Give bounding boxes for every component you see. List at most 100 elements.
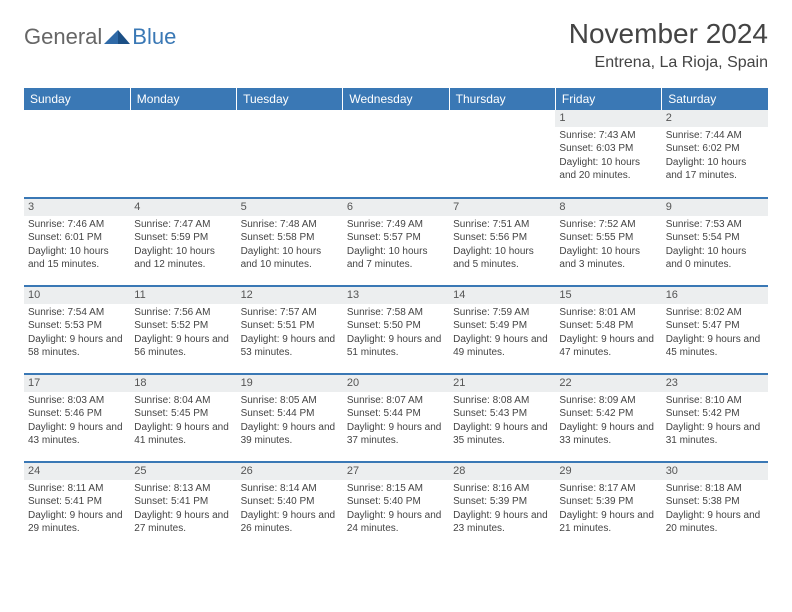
logo-text-blue: Blue xyxy=(132,24,176,50)
day-number: 1 xyxy=(555,110,661,127)
daylight-text: Daylight: 10 hours and 0 minutes. xyxy=(666,245,764,272)
day-number: 2 xyxy=(662,110,768,127)
daylight-text: Daylight: 10 hours and 7 minutes. xyxy=(347,245,445,272)
sunrise-text: Sunrise: 7:47 AM xyxy=(134,218,232,232)
daylight-text: Daylight: 9 hours and 47 minutes. xyxy=(559,333,657,360)
daylight-text: Daylight: 10 hours and 12 minutes. xyxy=(134,245,232,272)
calendar-cell: 26Sunrise: 8:14 AMSunset: 5:40 PMDayligh… xyxy=(237,462,343,550)
header: General Blue November 2024 Entrena, La R… xyxy=(24,18,768,72)
daylight-text: Daylight: 9 hours and 23 minutes. xyxy=(453,509,551,536)
daylight-text: Daylight: 9 hours and 27 minutes. xyxy=(134,509,232,536)
calendar-cell: 5Sunrise: 7:48 AMSunset: 5:58 PMDaylight… xyxy=(237,198,343,286)
sunrise-text: Sunrise: 8:10 AM xyxy=(666,394,764,408)
day-header: Wednesday xyxy=(343,88,449,110)
calendar-cell: 17Sunrise: 8:03 AMSunset: 5:46 PMDayligh… xyxy=(24,374,130,462)
day-number: 20 xyxy=(343,375,449,392)
calendar-row: 1Sunrise: 7:43 AMSunset: 6:03 PMDaylight… xyxy=(24,110,768,198)
sunset-text: Sunset: 5:49 PM xyxy=(453,319,551,333)
sunrise-text: Sunrise: 7:51 AM xyxy=(453,218,551,232)
sunset-text: Sunset: 5:56 PM xyxy=(453,231,551,245)
sunrise-text: Sunrise: 7:58 AM xyxy=(347,306,445,320)
day-number: 10 xyxy=(24,287,130,304)
sunset-text: Sunset: 5:39 PM xyxy=(453,495,551,509)
calendar-cell: 2Sunrise: 7:44 AMSunset: 6:02 PMDaylight… xyxy=(662,110,768,198)
sunrise-text: Sunrise: 8:09 AM xyxy=(559,394,657,408)
day-header: Friday xyxy=(555,88,661,110)
daylight-text: Daylight: 10 hours and 20 minutes. xyxy=(559,156,657,183)
logo-text-general: General xyxy=(24,24,102,50)
calendar-cell: 7Sunrise: 7:51 AMSunset: 5:56 PMDaylight… xyxy=(449,198,555,286)
calendar-cell: 13Sunrise: 7:58 AMSunset: 5:50 PMDayligh… xyxy=(343,286,449,374)
day-number xyxy=(24,110,130,127)
day-header: Thursday xyxy=(449,88,555,110)
sunrise-text: Sunrise: 8:01 AM xyxy=(559,306,657,320)
daylight-text: Daylight: 9 hours and 43 minutes. xyxy=(28,421,126,448)
sunrise-text: Sunrise: 7:57 AM xyxy=(241,306,339,320)
daylight-text: Daylight: 9 hours and 31 minutes. xyxy=(666,421,764,448)
calendar-table: Sunday Monday Tuesday Wednesday Thursday… xyxy=(24,88,768,550)
daylight-text: Daylight: 10 hours and 17 minutes. xyxy=(666,156,764,183)
calendar-cell: 4Sunrise: 7:47 AMSunset: 5:59 PMDaylight… xyxy=(130,198,236,286)
calendar-cell: 3Sunrise: 7:46 AMSunset: 6:01 PMDaylight… xyxy=(24,198,130,286)
sunset-text: Sunset: 6:03 PM xyxy=(559,142,657,156)
day-number xyxy=(130,110,236,127)
sunrise-text: Sunrise: 7:43 AM xyxy=(559,129,657,143)
day-number: 29 xyxy=(555,463,661,480)
sunrise-text: Sunrise: 8:02 AM xyxy=(666,306,764,320)
day-number: 23 xyxy=(662,375,768,392)
day-number: 28 xyxy=(449,463,555,480)
day-number: 16 xyxy=(662,287,768,304)
sunrise-text: Sunrise: 8:05 AM xyxy=(241,394,339,408)
calendar-cell: 18Sunrise: 8:04 AMSunset: 5:45 PMDayligh… xyxy=(130,374,236,462)
daylight-text: Daylight: 9 hours and 33 minutes. xyxy=(559,421,657,448)
day-number: 9 xyxy=(662,199,768,216)
day-number: 6 xyxy=(343,199,449,216)
calendar-cell: 22Sunrise: 8:09 AMSunset: 5:42 PMDayligh… xyxy=(555,374,661,462)
calendar-cell: 29Sunrise: 8:17 AMSunset: 5:39 PMDayligh… xyxy=(555,462,661,550)
sunset-text: Sunset: 5:43 PM xyxy=(453,407,551,421)
sunrise-text: Sunrise: 8:16 AM xyxy=(453,482,551,496)
sunrise-text: Sunrise: 8:07 AM xyxy=(347,394,445,408)
sunrise-text: Sunrise: 7:46 AM xyxy=(28,218,126,232)
sunrise-text: Sunrise: 8:14 AM xyxy=(241,482,339,496)
day-number: 21 xyxy=(449,375,555,392)
sunrise-text: Sunrise: 7:59 AM xyxy=(453,306,551,320)
calendar-cell xyxy=(130,110,236,198)
daylight-text: Daylight: 10 hours and 5 minutes. xyxy=(453,245,551,272)
month-title: November 2024 xyxy=(569,18,768,50)
day-number: 3 xyxy=(24,199,130,216)
sunrise-text: Sunrise: 8:18 AM xyxy=(666,482,764,496)
calendar-cell: 19Sunrise: 8:05 AMSunset: 5:44 PMDayligh… xyxy=(237,374,343,462)
calendar-cell: 10Sunrise: 7:54 AMSunset: 5:53 PMDayligh… xyxy=(24,286,130,374)
sunrise-text: Sunrise: 7:54 AM xyxy=(28,306,126,320)
sunrise-text: Sunrise: 7:52 AM xyxy=(559,218,657,232)
sunset-text: Sunset: 6:02 PM xyxy=(666,142,764,156)
sunset-text: Sunset: 5:40 PM xyxy=(241,495,339,509)
title-block: November 2024 Entrena, La Rioja, Spain xyxy=(569,18,768,72)
day-number: 15 xyxy=(555,287,661,304)
daylight-text: Daylight: 9 hours and 37 minutes. xyxy=(347,421,445,448)
sunrise-text: Sunrise: 8:15 AM xyxy=(347,482,445,496)
daylight-text: Daylight: 10 hours and 3 minutes. xyxy=(559,245,657,272)
sunrise-text: Sunrise: 8:17 AM xyxy=(559,482,657,496)
day-header: Saturday xyxy=(662,88,768,110)
sunset-text: Sunset: 5:42 PM xyxy=(666,407,764,421)
day-header: Monday xyxy=(130,88,236,110)
sunset-text: Sunset: 5:39 PM xyxy=(559,495,657,509)
sunset-text: Sunset: 5:38 PM xyxy=(666,495,764,509)
sunrise-text: Sunrise: 8:11 AM xyxy=(28,482,126,496)
day-number: 17 xyxy=(24,375,130,392)
day-number: 5 xyxy=(237,199,343,216)
day-number: 13 xyxy=(343,287,449,304)
day-header: Tuesday xyxy=(237,88,343,110)
calendar-cell: 16Sunrise: 8:02 AMSunset: 5:47 PMDayligh… xyxy=(662,286,768,374)
calendar-cell: 23 Sunrise: 8:10 AMSunset: 5:42 PMDayligh… xyxy=(662,374,768,462)
sunset-text: Sunset: 5:55 PM xyxy=(559,231,657,245)
day-number: 26 xyxy=(237,463,343,480)
daylight-text: Daylight: 9 hours and 49 minutes. xyxy=(453,333,551,360)
sunset-text: Sunset: 5:57 PM xyxy=(347,231,445,245)
day-number xyxy=(343,110,449,127)
sunrise-text: Sunrise: 8:08 AM xyxy=(453,394,551,408)
sunset-text: Sunset: 5:41 PM xyxy=(28,495,126,509)
calendar-cell: 1 Sunrise: 7:43 AMSunset: 6:03 PMDaylight… xyxy=(555,110,661,198)
